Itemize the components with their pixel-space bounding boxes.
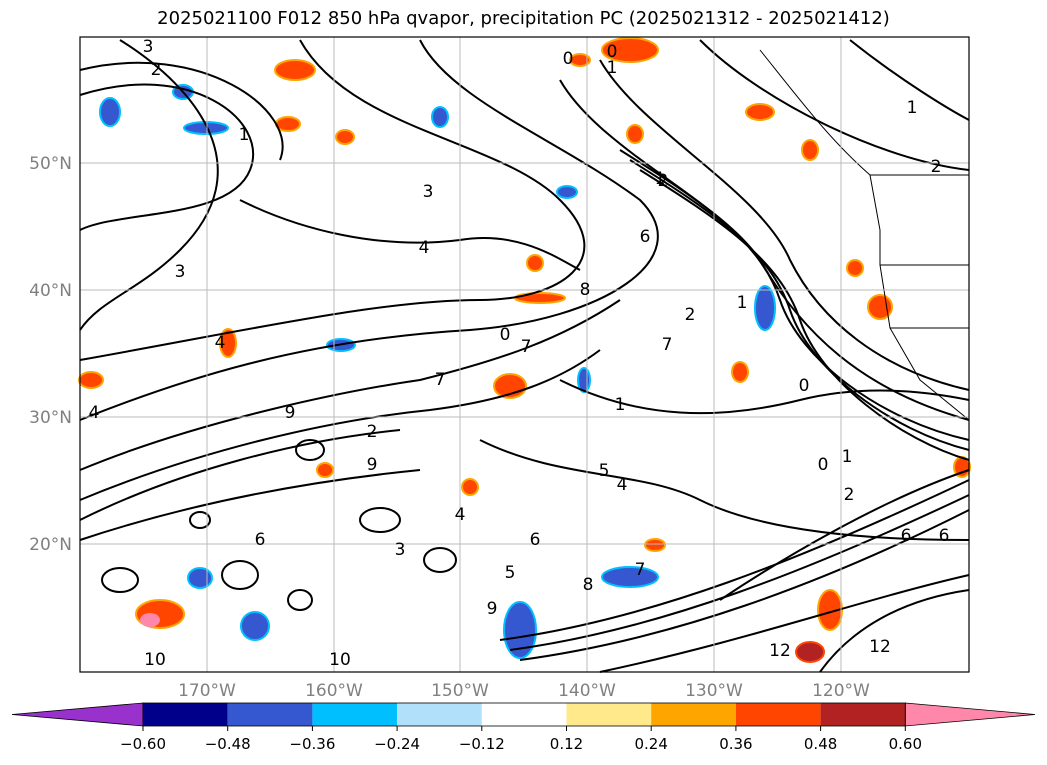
- map-title: 2025021100 F012 850 hPa qvapor, precipit…: [157, 8, 890, 29]
- contour-label: 5: [599, 461, 610, 481]
- vapor-contours: [79, 39, 970, 673]
- colorbar-tick-label: −0.36: [289, 735, 335, 753]
- lon-label-140w: 140°W: [558, 681, 616, 701]
- colorbar: [11, 702, 1036, 727]
- colorbar-frame: [142, 702, 906, 727]
- colorbar-tick-label: 0.36: [719, 735, 752, 753]
- contour-label: 3: [175, 262, 186, 282]
- contour-label: 4: [617, 475, 628, 495]
- lon-label-160w: 160°W: [305, 681, 363, 701]
- colorbar-segment: [143, 703, 228, 726]
- contour-label: 10: [144, 650, 166, 670]
- contour-label: 7: [662, 335, 673, 355]
- contour-label: 7: [521, 337, 532, 357]
- colorbar-tick-label: 0.48: [804, 735, 837, 753]
- contour-label: 1: [842, 447, 853, 467]
- contour-label: 6: [255, 530, 266, 550]
- lon-label-170w: 170°W: [178, 681, 236, 701]
- colorbar-segment: [651, 703, 736, 726]
- colorbar-extend-low: [11, 702, 144, 727]
- contour-label: 0: [500, 325, 511, 345]
- contour-label: 6: [901, 526, 912, 546]
- latitude-labels: 50°N 40°N 30°N 20°N: [29, 154, 72, 555]
- colorbar-tick-label: −0.24: [374, 735, 420, 753]
- coastlines: [759, 49, 970, 421]
- lat-label-30n: 30°N: [29, 408, 72, 428]
- colorbar-segment: [312, 703, 398, 726]
- contour-label: 6: [530, 530, 541, 550]
- contour-label: 0: [799, 376, 810, 396]
- lat-label-50n: 50°N: [29, 154, 72, 174]
- contour-label: 7: [435, 370, 446, 390]
- contour-label: 0: [563, 49, 574, 69]
- colorbar-extend-high: [904, 702, 1036, 727]
- colorbar-tick-label: −0.48: [205, 735, 251, 753]
- contour-label: 9: [487, 599, 498, 619]
- contour-label: 8: [583, 575, 594, 595]
- contour-label: 8: [580, 280, 591, 300]
- contour-label: 9: [285, 403, 296, 423]
- contour-label: 2: [658, 171, 669, 191]
- contour-label: 6: [640, 227, 651, 247]
- contour-label: 1: [737, 293, 748, 313]
- contour-label: 0: [818, 455, 829, 475]
- contour-label: 10: [329, 650, 351, 670]
- contour-label: 2: [685, 305, 696, 325]
- colorbar-segment: [566, 703, 652, 726]
- contour-label: 4: [215, 333, 226, 353]
- contour-label: 3: [395, 540, 406, 560]
- contour-label: 6: [939, 526, 950, 546]
- lon-label-120w: 120°W: [812, 681, 870, 701]
- contour-label: 1: [615, 395, 626, 415]
- lon-label-130w: 130°W: [685, 681, 743, 701]
- contour-label: 2: [844, 485, 855, 505]
- colorbar-tick-label: −0.60: [120, 735, 166, 753]
- contour-label: 2: [151, 60, 162, 80]
- contour-label: 12: [869, 637, 891, 657]
- map-frame: [79, 36, 970, 673]
- contour-label: 1: [607, 58, 618, 78]
- lat-label-20n: 20°N: [29, 535, 72, 555]
- lon-label-150w: 150°W: [431, 681, 489, 701]
- contour-label: 1: [907, 98, 918, 118]
- contour-label: 4: [89, 403, 100, 423]
- contour-label: 2: [931, 157, 942, 177]
- contour-label: 0: [607, 42, 618, 62]
- contour-label: 1: [239, 125, 250, 145]
- lat-label-40n: 40°N: [29, 281, 72, 301]
- contour-label: 7: [635, 560, 646, 580]
- contour-label: 5: [505, 563, 516, 583]
- colorbar-tick-label: 0.24: [634, 735, 667, 753]
- contour-label: 3: [143, 37, 154, 57]
- map-gridlines: [80, 37, 969, 672]
- colorbar-ticks: −0.60 −0.48 −0.36 −0.24 −0.12 0.12 0.24 0.36 0.4…: [120, 726, 922, 753]
- colorbar-tick-label: 0.60: [889, 735, 922, 753]
- precipitation-patches: [78, 37, 971, 663]
- contour-label: 1: [655, 169, 666, 189]
- colorbar-segment: [735, 703, 821, 726]
- contour-label: 2: [367, 422, 378, 442]
- contour-label: 4: [455, 505, 466, 525]
- colorbar-tick-label: 0.12: [550, 735, 583, 753]
- colorbar-segment: [820, 703, 906, 726]
- contour-label: 3: [423, 182, 434, 202]
- colorbar-segment: [481, 703, 567, 726]
- longitude-labels: 170°W 160°W 150°W 140°W 130°W 120°W: [178, 681, 870, 701]
- colorbar-segment: [397, 703, 482, 726]
- contour-label: 9: [367, 455, 378, 475]
- contour-label: 4: [419, 238, 430, 258]
- colorbar-segment: [227, 703, 313, 726]
- contour-label: 12: [769, 641, 791, 661]
- colorbar-tick-label: −0.12: [459, 735, 505, 753]
